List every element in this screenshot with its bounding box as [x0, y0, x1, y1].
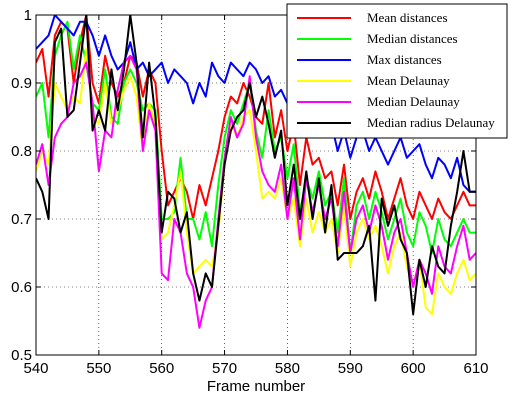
x-tick-label: 550 — [86, 360, 111, 377]
x-axis-title: Frame number — [207, 378, 305, 395]
legend-label-median-distances: Median distances — [367, 31, 458, 46]
x-tick-label: 600 — [401, 360, 426, 377]
x-tick-label: 570 — [212, 360, 237, 377]
series-line-median-delaunay — [36, 54, 476, 329]
x-tick-label: 580 — [275, 360, 300, 377]
legend-label-median-delaunay: Median Delaunay — [367, 94, 460, 109]
legend: Mean distances Median distances Max distan… — [286, 3, 508, 139]
x-tick-label: 560 — [149, 360, 174, 377]
x-tick-label: 540 — [23, 360, 48, 377]
series-line-max-distances — [36, 15, 476, 193]
y-tick-label: 0.8 — [11, 143, 32, 160]
axis-ticks: 540 550 560 570 580 590 600 610 0.5 0.6 0.7 0.8 0.9 1 — [11, 7, 488, 377]
legend-label-median-radius-delaunay: Median radius Delaunay — [367, 115, 495, 130]
legend-label-mean-delaunay: Mean Delaunay — [367, 73, 450, 88]
x-tick-label: 610 — [463, 360, 488, 377]
legend-label-max-distances: Max distances — [367, 52, 442, 67]
legend-box — [286, 3, 508, 139]
axes-frame — [35, 14, 477, 356]
x-tick-label: 590 — [338, 360, 363, 377]
y-tick-label: 0.5 — [11, 347, 32, 364]
y-tick-label: 1 — [24, 7, 32, 24]
y-tick-label: 0.7 — [11, 211, 32, 228]
y-tick-label: 0.9 — [11, 75, 32, 92]
legend-label-mean-distances: Mean distances — [367, 10, 448, 25]
y-tick-label: 0.6 — [11, 279, 32, 296]
series-line-median-radius-delaunay — [36, 15, 476, 316]
series-lines — [36, 15, 476, 329]
